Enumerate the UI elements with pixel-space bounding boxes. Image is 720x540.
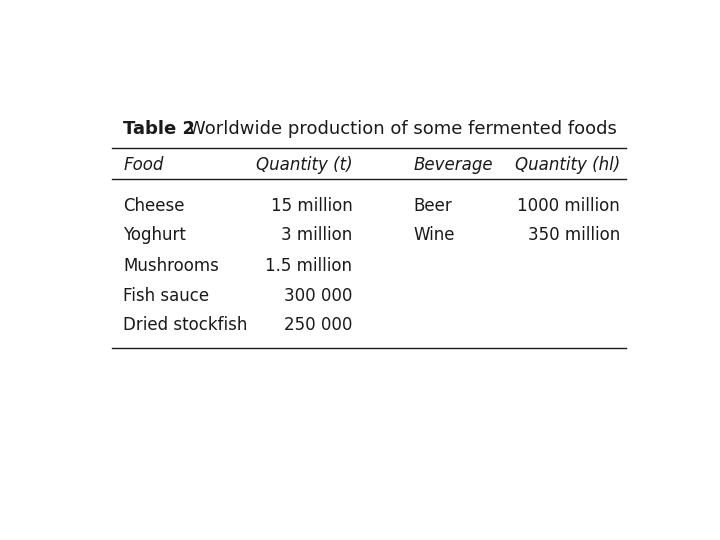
Text: 1.5 million: 1.5 million	[265, 258, 352, 275]
Text: 15 million: 15 million	[271, 197, 352, 215]
Text: Quantity (t): Quantity (t)	[256, 156, 352, 173]
Text: Fish sauce: Fish sauce	[124, 287, 210, 305]
Text: Beer: Beer	[413, 197, 452, 215]
Text: Cheese: Cheese	[124, 197, 185, 215]
Text: Beverage: Beverage	[413, 156, 493, 173]
Text: Food: Food	[124, 156, 164, 173]
Text: Table 2: Table 2	[124, 120, 196, 138]
Text: Dried stockfish: Dried stockfish	[124, 316, 248, 334]
Text: 3 million: 3 million	[281, 226, 352, 244]
Text: 350 million: 350 million	[528, 226, 620, 244]
Text: 300 000: 300 000	[284, 287, 352, 305]
Text: 250 000: 250 000	[284, 316, 352, 334]
Text: Worldwide production of some fermented foods: Worldwide production of some fermented f…	[188, 120, 616, 138]
Text: 1000 million: 1000 million	[518, 197, 620, 215]
Text: Wine: Wine	[413, 226, 455, 244]
Text: Yoghurt: Yoghurt	[124, 226, 186, 244]
Text: Mushrooms: Mushrooms	[124, 258, 220, 275]
Text: Quantity (hl): Quantity (hl)	[515, 156, 620, 173]
